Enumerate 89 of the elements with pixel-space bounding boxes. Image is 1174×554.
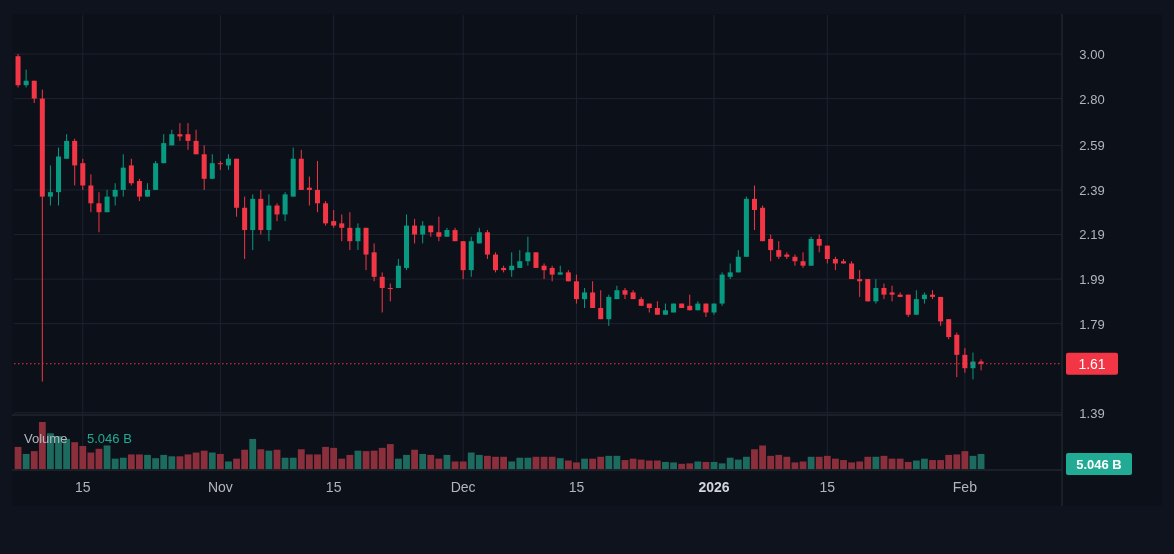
candlestick (282, 191, 288, 222)
candlestick (80, 158, 86, 191)
candlestick (800, 251, 806, 269)
candlestick (379, 271, 385, 313)
candlestick (913, 289, 919, 316)
bar (459, 461, 467, 469)
candlestick (525, 236, 531, 267)
bar (799, 461, 807, 469)
bar (176, 456, 184, 469)
bar (208, 452, 216, 469)
candlestick (857, 269, 863, 298)
x-tick-label: 15 (325, 479, 342, 495)
candlestick (323, 200, 329, 227)
candlestick (112, 182, 118, 207)
candlestick (120, 153, 126, 198)
candlestick (897, 291, 903, 298)
bar (807, 456, 815, 469)
bar (225, 461, 232, 469)
bar (411, 449, 418, 469)
y-tick-label: 1.99 (1079, 272, 1105, 288)
bar (581, 458, 588, 469)
y-tick-label: 1.39 (1079, 405, 1105, 421)
candlestick (395, 258, 401, 289)
bar (548, 456, 556, 469)
bar (791, 462, 799, 469)
bar (22, 453, 30, 469)
y-tick-label: 1.79 (1079, 316, 1105, 332)
candlestick (573, 274, 579, 305)
y-tick-label: 2.59 (1079, 138, 1105, 154)
text: 5.046 B (1076, 456, 1122, 472)
candlestick (161, 133, 167, 164)
bar (184, 454, 192, 469)
candlestick (128, 158, 134, 186)
bar (556, 458, 564, 469)
bar (419, 453, 427, 469)
candlestick (751, 184, 757, 231)
y-tick-label: 2.80 (1079, 91, 1105, 107)
candlestick (209, 153, 215, 180)
candlestick (509, 251, 515, 278)
candlestick (136, 178, 142, 202)
candlestick (185, 122, 191, 151)
candlestick (873, 278, 879, 305)
candlestick (484, 229, 490, 260)
candlestick (493, 251, 499, 273)
candlestick (582, 287, 588, 309)
candlestick (436, 216, 442, 242)
y-tick-label: 2.39 (1079, 182, 1105, 198)
y-tick-label: 2.19 (1079, 227, 1105, 243)
x-tick-label: 15 (819, 479, 836, 495)
candlestick (355, 222, 361, 251)
x-tick-label: 15 (75, 479, 91, 495)
ref-line-label: 1.61 (1078, 355, 1106, 372)
candlestick (177, 122, 183, 142)
candlestick (23, 69, 29, 88)
candlestick (946, 318, 952, 340)
x-tick-label: 15 (568, 479, 585, 495)
bar (257, 449, 265, 469)
bar (451, 461, 459, 469)
candlestick (347, 211, 353, 251)
annotation: 5.046 B (87, 431, 132, 446)
candlestick (881, 283, 887, 300)
x-tick-label: Dec (450, 479, 476, 495)
candlestick (242, 196, 248, 260)
candlestick (598, 289, 604, 320)
candlestick (792, 254, 798, 267)
candlestick (306, 176, 312, 207)
y-tick-label: 3.00 (1079, 47, 1105, 62)
candlestick (88, 173, 94, 213)
candlestick (339, 213, 345, 242)
candlestick (314, 160, 320, 213)
candlestick (768, 234, 774, 262)
candlestick (541, 262, 547, 280)
bar (249, 438, 257, 469)
candlestick (606, 294, 612, 327)
x-tick-label: Nov (207, 479, 233, 495)
x-tick-label: Feb (952, 479, 978, 495)
bar (216, 453, 224, 469)
candlestick (590, 280, 596, 309)
bar (605, 455, 613, 469)
bar (200, 450, 208, 469)
bar (872, 456, 880, 469)
x-tick-label: 2026 (698, 479, 730, 495)
candlestick (889, 285, 895, 302)
candlestick (64, 133, 70, 160)
bar (694, 461, 702, 469)
candlestick (622, 287, 628, 300)
candlestick (193, 129, 199, 155)
candlestick (47, 164, 53, 207)
candlestick (96, 191, 102, 233)
